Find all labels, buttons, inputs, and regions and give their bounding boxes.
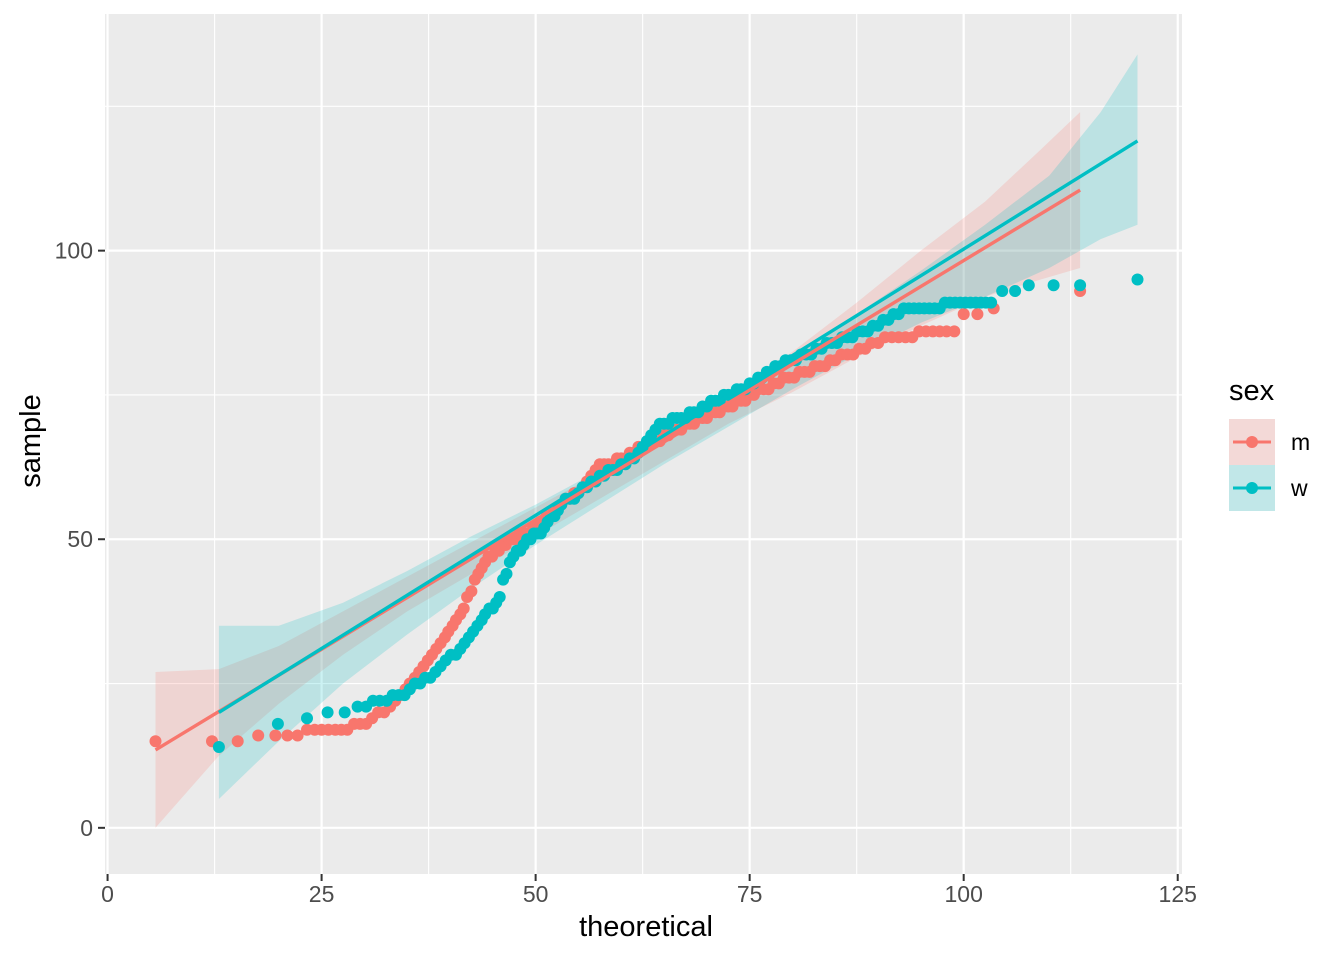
point-m — [971, 308, 984, 321]
point-w — [1047, 279, 1060, 292]
point-m — [957, 308, 970, 321]
point-w — [985, 296, 998, 309]
point-m — [269, 729, 282, 742]
y-axis-title: sample — [15, 394, 47, 488]
point-w — [1074, 279, 1087, 292]
point-w — [500, 567, 513, 580]
legend-label-w: w — [1290, 475, 1308, 501]
point-w — [338, 706, 351, 719]
legend-key-point-m — [1246, 436, 1258, 448]
point-w — [351, 700, 364, 713]
x-tick-label: 50 — [523, 881, 549, 907]
legend: sex mw — [1229, 375, 1310, 511]
point-m — [948, 325, 961, 338]
x-tick-label: 25 — [309, 881, 335, 907]
x-tick-label: 100 — [945, 881, 983, 907]
y-tick-label: 100 — [55, 238, 93, 264]
point-w — [996, 285, 1009, 297]
x-tick-label: 0 — [101, 881, 114, 907]
x-tick-label: 75 — [737, 881, 763, 907]
point-m — [281, 729, 294, 742]
point-w — [271, 717, 284, 730]
point-w — [212, 741, 225, 753]
x-axis: 0 25 50 75 100 125 — [101, 874, 1197, 907]
legend-key-point-w — [1246, 482, 1258, 494]
point-w — [321, 706, 334, 719]
point-w — [301, 712, 313, 725]
fit-lines — [154, 139, 1139, 752]
y-tick-label: 0 — [80, 815, 93, 841]
point-m — [465, 585, 478, 598]
point-w — [493, 591, 506, 603]
point-w — [1022, 279, 1035, 292]
y-tick-label: 50 — [67, 526, 93, 552]
point-m — [149, 735, 162, 748]
y-axis: 0 50 100 — [55, 238, 105, 841]
x-axis-title: theoretical — [579, 911, 713, 943]
x-tick-label: 125 — [1159, 881, 1197, 907]
legend-label-m: m — [1291, 429, 1310, 455]
point-w — [1009, 285, 1022, 297]
point-w — [1131, 273, 1144, 286]
point-m — [231, 735, 244, 748]
legend-title: sex — [1229, 375, 1275, 407]
point-m — [252, 729, 265, 742]
point-m — [457, 602, 470, 615]
fit-line-w — [217, 139, 1139, 714]
point-m — [291, 729, 304, 742]
